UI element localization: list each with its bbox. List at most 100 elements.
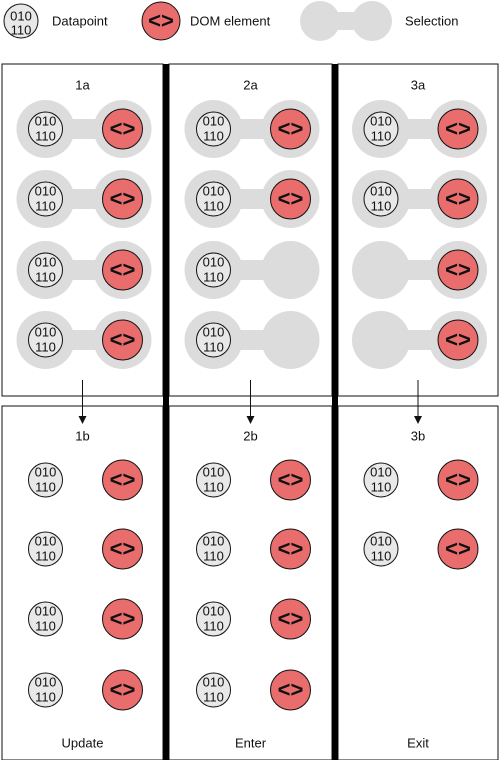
datapoint-icon [196, 672, 231, 708]
legend-dom-glyph: <> [148, 8, 174, 33]
legend-datapoint-line1: 010 [10, 8, 32, 23]
datapoint-line2: 110 [35, 269, 56, 284]
datapoint-line1: 010 [203, 254, 225, 269]
dom-element-icon [102, 178, 143, 220]
dom-element-glyph: <> [445, 327, 471, 352]
datapoint-icon [28, 462, 63, 498]
datapoint-line2: 110 [203, 548, 224, 563]
dom-element-glyph: <> [110, 257, 136, 282]
legend-selection-icon [300, 1, 392, 41]
panel-top-label: 3a [411, 77, 426, 92]
datapoint-icon [363, 181, 399, 217]
datapoint-line2: 110 [203, 339, 224, 354]
dom-element-glyph: <> [278, 186, 304, 211]
datapoint-line1: 010 [370, 183, 392, 198]
dom-element-icon [102, 669, 143, 711]
dom-element-glyph: <> [278, 116, 304, 141]
dom-element-icon [270, 598, 311, 640]
column-divider [332, 64, 338, 760]
datapoint-icon [196, 601, 231, 637]
datapoint-icon [196, 252, 231, 288]
datapoint-line1: 010 [35, 254, 57, 269]
datapoint-line2: 110 [371, 479, 392, 494]
datapoint-line1: 010 [203, 674, 225, 689]
datapoint-line1: 010 [203, 113, 225, 128]
datapoint-line2: 110 [35, 198, 56, 213]
dom-element-glyph: <> [278, 606, 304, 631]
dom-element-glyph: <> [278, 467, 304, 492]
datapoint-icon [28, 181, 63, 217]
selection-row: <> [352, 311, 487, 369]
selection-row: <> [352, 241, 487, 299]
panel-bottom-frame [1, 405, 164, 760]
dom-element-icon [270, 528, 311, 570]
panel-top-label: 2a [243, 77, 258, 92]
dom-element-icon [437, 249, 479, 291]
datapoint-line2: 110 [203, 269, 224, 284]
datapoint-line2: 110 [371, 548, 392, 563]
datapoint-icon [196, 181, 231, 217]
datapoint-line1: 010 [203, 464, 225, 479]
datapoint-line2: 110 [35, 479, 56, 494]
datapoint-line2: 110 [203, 198, 224, 213]
datapoint-icon [196, 322, 231, 358]
datapoint-line1: 010 [370, 464, 392, 479]
datapoint-icon [28, 252, 63, 288]
dom-element-glyph: <> [110, 606, 136, 631]
datapoint-icon [28, 531, 63, 567]
dom-element-icon [102, 528, 143, 570]
dom-element-glyph: <> [278, 677, 304, 702]
dom-element-glyph: <> [110, 536, 136, 561]
dom-element-glyph: <> [110, 186, 136, 211]
dom-element-icon [270, 178, 311, 220]
dom-element-glyph: <> [445, 116, 471, 141]
datapoint-line1: 010 [203, 183, 225, 198]
dom-element-icon [437, 528, 479, 570]
datapoint-line2: 110 [371, 128, 392, 143]
legend-selection-label: Selection [405, 13, 458, 28]
dom-element-icon [102, 108, 143, 150]
selection-bridge [213, 260, 291, 280]
datapoint-icon [363, 531, 399, 567]
legend-datapoint-line2: 110 [11, 22, 32, 37]
panel-bottom-label: 3b [411, 428, 425, 443]
datapoint-line1: 010 [35, 603, 57, 618]
datapoint-line1: 010 [35, 183, 57, 198]
dom-element-glyph: <> [110, 327, 136, 352]
datapoint-line2: 110 [35, 618, 56, 633]
dom-element-icon [437, 459, 479, 501]
dom-element-icon [102, 459, 143, 501]
datapoint-line1: 010 [203, 533, 225, 548]
datapoint-line1: 010 [370, 533, 392, 548]
legend-datapoint-icon [3, 3, 39, 39]
dom-element-glyph: <> [110, 116, 136, 141]
legend: 010 110 Datapoint <> DOM element Selecti… [3, 1, 458, 41]
dom-element-icon [270, 108, 311, 150]
datapoint-line2: 110 [203, 689, 224, 704]
panel-top-label: 1a [75, 77, 90, 92]
dom-element-glyph: <> [278, 536, 304, 561]
legend-dom-label: DOM element [190, 13, 271, 28]
dom-element-glyph: <> [445, 467, 471, 492]
dom-element-glyph: <> [110, 467, 136, 492]
